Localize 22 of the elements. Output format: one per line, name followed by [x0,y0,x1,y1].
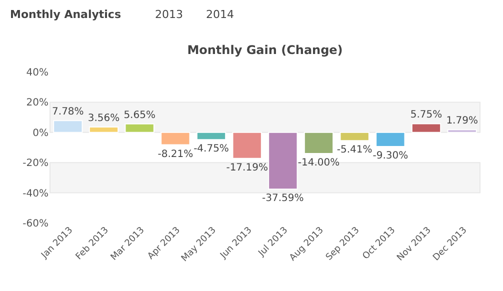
text: 2013 [155,8,183,21]
data-label: 7.78% [52,106,84,118]
y-tick-label: 40% [26,68,48,78]
data-label: 1.79% [446,116,478,127]
data-label: -8.21% [158,148,194,160]
y-tick-label: 20% [26,98,48,109]
y-tick-label: -60% [22,218,48,230]
text: 2014 [206,8,234,21]
data-label: -37.59% [262,193,304,204]
text: Monthly Analytics [10,8,122,21]
data-label: -4.75% [194,144,229,155]
y-tick-label: 0% [32,128,48,139]
data-label: -14.00% [298,158,340,169]
chart-title: Monthly Gain (Change) [187,43,343,57]
data-label: -9.30% [372,150,408,162]
data-label: 5.65% [124,110,156,121]
y-tick-label: -20% [22,158,48,170]
data-label: -17.19% [226,162,268,174]
data-label: 3.56% [88,113,120,124]
data-label: 5.75% [410,110,442,121]
data-label: -5.41% [336,144,372,156]
y-tick-label: -40% [22,188,48,200]
